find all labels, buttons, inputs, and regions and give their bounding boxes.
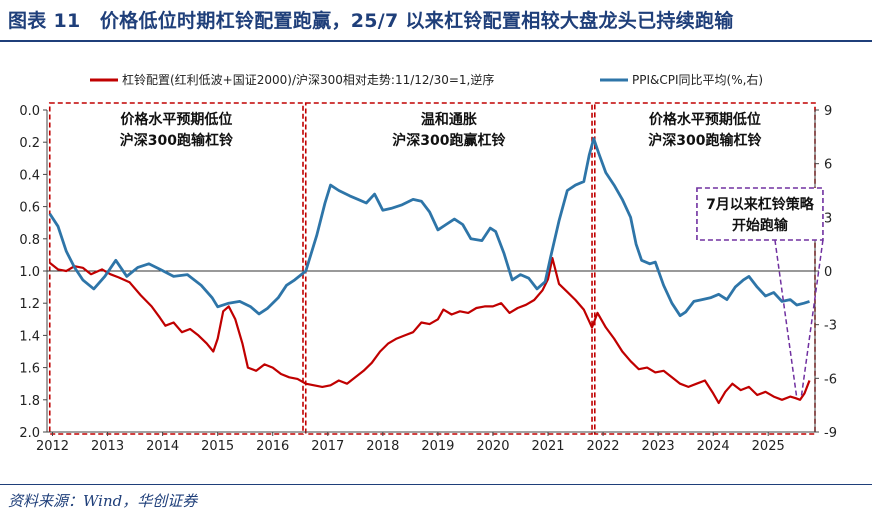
left-tick-label: 1.0 — [19, 265, 40, 280]
left-tick-label: 0.8 — [19, 233, 40, 248]
annotation-box — [696, 187, 824, 241]
x-tick-label: 2021 — [531, 439, 564, 454]
region-label-1-2: 沪深300跑输杠铃 — [120, 132, 233, 149]
left-tick-label: 1.6 — [19, 362, 40, 377]
right-tick-label: -6 — [824, 372, 837, 387]
source-note: 资料来源：Wind，华创证券 — [8, 492, 198, 510]
right-tick-label: 6 — [824, 158, 832, 173]
legend-label-blue: PPI&CPI同比平均(%,右) — [632, 72, 763, 87]
annotation-pointer-2 — [800, 239, 824, 396]
x-tick-label: 2012 — [36, 439, 69, 454]
chart-canvas: 杠铃配置(红利低波+国证2000)/沪深300相对走势:11/12/30=1,逆… — [19, 72, 837, 454]
x-tick-label: 2019 — [421, 439, 454, 454]
left-tick-label: 2.0 — [19, 426, 40, 441]
region-box-2 — [304, 102, 593, 435]
series-layer — [48, 137, 811, 405]
right-tick-label: 0 — [824, 265, 832, 280]
region-label-3-1: 价格水平预期低位 — [649, 111, 761, 128]
region-box-1 — [48, 102, 304, 435]
annotation-pointer-1 — [774, 239, 798, 396]
x-tick-label: 2014 — [146, 439, 179, 454]
legend: 杠铃配置(红利低波+国证2000)/沪深300相对走势:11/12/30=1,逆… — [90, 72, 763, 87]
x-tick-label: 2025 — [752, 439, 785, 454]
annotation-label-2: 开始跑输 — [732, 217, 789, 234]
right-tick-label: 9 — [824, 104, 832, 119]
title-bar: 图表 11 价格低位时期杠铃配置跑赢，25/7 以来杠铃配置相较大盘龙头已持续跑… — [0, 0, 872, 42]
x-tick-label: 2015 — [201, 439, 234, 454]
left-tick-label: 0.2 — [19, 136, 40, 151]
x-tick-label: 2020 — [476, 439, 509, 454]
legend-label-red: 杠铃配置(红利低波+国证2000)/沪深300相对走势:11/12/30=1,逆… — [122, 72, 494, 87]
region-label-2-2: 沪深300跑赢杠铃 — [392, 132, 505, 149]
x-tick-label: 2013 — [91, 439, 124, 454]
left-tick-label: 0.6 — [19, 201, 40, 216]
left-tick-label: 0.4 — [19, 168, 40, 183]
x-tick-label: 2023 — [642, 439, 675, 454]
x-tick-label: 2018 — [366, 439, 399, 454]
left-tick-label: 0.0 — [19, 104, 40, 119]
annotation-label-1: 7月以来杠铃策略 — [706, 196, 815, 213]
left-tick-label: 1.4 — [19, 329, 40, 344]
regions-layer: 价格水平预期低位沪深300跑输杠铃温和通胀沪深300跑赢杠铃价格水平预期低位沪深… — [48, 102, 816, 435]
region-label-1-1: 价格水平预期低位 — [120, 111, 232, 128]
x-tick-label: 2016 — [256, 439, 289, 454]
x-tick-label: 2017 — [311, 439, 344, 454]
series-line-barbell — [49, 257, 811, 405]
series-line-ppi-cpi — [48, 137, 810, 318]
right-tick-label: -9 — [824, 426, 837, 441]
region-box-3 — [593, 102, 816, 435]
right-tick-label: -3 — [824, 319, 837, 334]
left-tick-label: 1.2 — [19, 297, 40, 312]
right-tick-label: 3 — [824, 211, 832, 226]
title-rule — [0, 40, 872, 42]
left-tick-label: 1.8 — [19, 394, 40, 409]
x-tick-label: 2024 — [697, 439, 730, 454]
region-label-3-2: 沪深300跑输杠铃 — [648, 132, 761, 149]
region-label-2-1: 温和通胀 — [421, 112, 477, 128]
axes-layer: 0.0 0.2 0.4 0.6 0.8 1.0 1.2 1.4 1.6 1.8 2.0 9 6 3 0 -3 -… — [19, 104, 837, 454]
figure-title: 图表 11 价格低位时期杠铃配置跑赢，25/7 以来杠铃配置相较大盘龙头已持续跑… — [8, 10, 734, 32]
x-tick-label: 2022 — [586, 439, 619, 454]
footer-rule — [0, 484, 872, 485]
